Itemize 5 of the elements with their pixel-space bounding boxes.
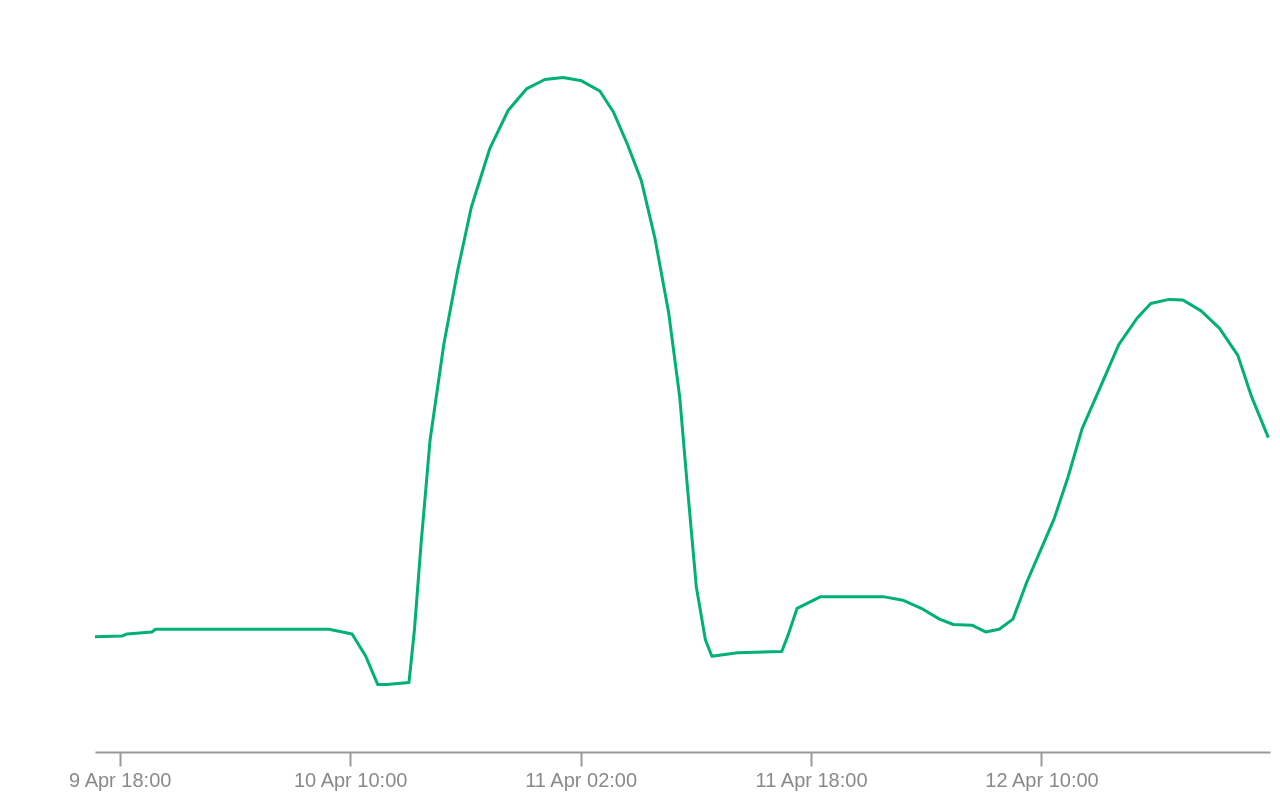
x-tick-label: 12 Apr 10:00 xyxy=(985,768,1099,791)
x-tick-label: 10 Apr 10:00 xyxy=(293,768,408,791)
x-tick-label: 11 Apr 18:00 xyxy=(755,768,868,791)
x-tick-label: 9 Apr 18:00 xyxy=(69,768,172,791)
x-tick-label: 11 Apr 02:00 xyxy=(525,768,638,791)
